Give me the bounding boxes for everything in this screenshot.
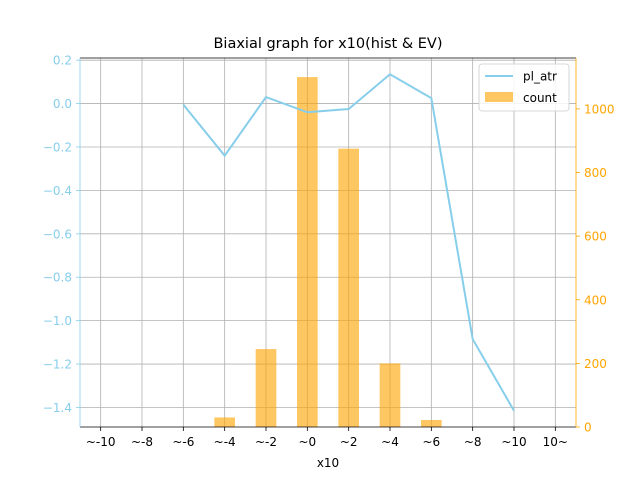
y-tick-label: −1.2 bbox=[43, 358, 72, 372]
x-tick-label: ~-6 bbox=[172, 435, 194, 449]
axes: ~-10 ~-8 ~-6 ~-4 ~-2 ~0 ~2 ~4 ~6 ~8 ~10 10~ 0.2 0.0 −0… bbox=[43, 54, 615, 449]
y-tick-label: 0.2 bbox=[53, 54, 72, 68]
bar bbox=[379, 363, 401, 427]
legend-label-pl-atr: pl_atr bbox=[523, 70, 557, 84]
x-tick-label: ~6 bbox=[422, 435, 440, 449]
grid bbox=[80, 58, 576, 427]
y2-tick-label: 400 bbox=[584, 293, 607, 307]
series-line-pl-atr bbox=[182, 73, 515, 412]
y-tick-label: 0.0 bbox=[53, 97, 72, 111]
x-axis-label: x10 bbox=[317, 456, 339, 470]
bar bbox=[421, 420, 442, 427]
x-tick-label: 10~ bbox=[543, 435, 568, 449]
x-tick-label: ~-4 bbox=[214, 435, 236, 449]
x-tick-label: ~2 bbox=[340, 435, 358, 449]
legend-bar-swatch bbox=[485, 92, 513, 102]
legend-label-count: count bbox=[523, 91, 557, 105]
x-tick-label: ~-2 bbox=[255, 435, 277, 449]
x-tick-label: ~10 bbox=[501, 435, 526, 449]
x-tick-label: ~0 bbox=[298, 435, 316, 449]
y2-tick-label: 800 bbox=[584, 166, 607, 180]
x-tick-label: ~4 bbox=[381, 435, 399, 449]
y-tick-label: −0.8 bbox=[43, 271, 72, 285]
x-tick-label: ~8 bbox=[464, 435, 482, 449]
y2-tick-label: 1000 bbox=[584, 102, 615, 116]
y2-tick-label: 200 bbox=[584, 357, 607, 371]
bars bbox=[214, 77, 442, 427]
bar bbox=[338, 148, 359, 427]
bar bbox=[214, 417, 235, 427]
chart-title: Biaxial graph for x10(hist & EV) bbox=[213, 36, 442, 52]
line-series bbox=[182, 73, 515, 412]
bar bbox=[297, 77, 318, 427]
x-tick-label: ~-10 bbox=[86, 435, 116, 449]
y-tick-label: −1.0 bbox=[43, 314, 72, 328]
bar bbox=[255, 349, 277, 427]
y-tick-label: −0.2 bbox=[43, 140, 72, 154]
y-tick-label: −0.6 bbox=[43, 227, 72, 241]
y-tick-label: −0.4 bbox=[43, 184, 72, 198]
y-tick-label: −1.4 bbox=[43, 401, 72, 415]
x-tick-label: ~-8 bbox=[131, 435, 153, 449]
y2-tick-label: 0 bbox=[584, 421, 592, 435]
y2-tick-label: 600 bbox=[584, 230, 607, 244]
